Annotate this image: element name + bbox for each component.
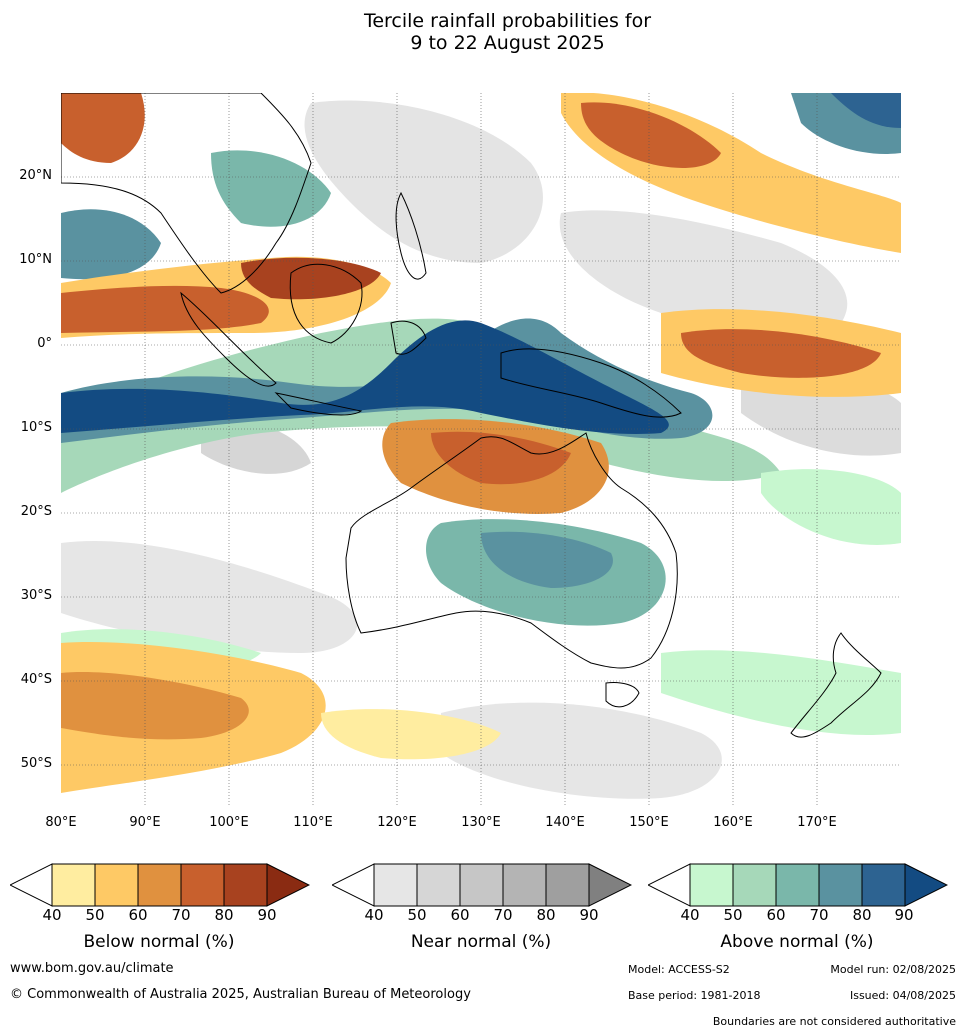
website-link[interactable]: www.bom.gov.au/climate	[10, 961, 174, 976]
near-normal-regions	[61, 100, 901, 799]
above-swatch-90	[904, 863, 949, 907]
near-swatch-50	[416, 863, 461, 907]
below-swatch-70	[180, 863, 225, 907]
near-tick-90: 90	[579, 906, 599, 924]
lon-label-160e: 160°E	[713, 815, 753, 830]
lat-label-10n: 10°N	[19, 252, 52, 267]
below-tick-50: 50	[85, 906, 105, 924]
below-swatch-40	[51, 863, 96, 907]
below-swatch-80	[223, 863, 268, 907]
near-swatch-80	[545, 863, 590, 907]
lat-label-equator: 0°	[37, 336, 52, 351]
below-tick-40: 40	[42, 906, 62, 924]
above-tick-40: 40	[680, 906, 700, 924]
lat-label-20s: 20°S	[20, 504, 52, 519]
title-line-2: 9 to 22 August 2025	[410, 32, 605, 54]
colorbar-near-normal	[330, 863, 633, 911]
lat-label-40s: 40°S	[20, 672, 52, 687]
near-swatch-40	[373, 863, 418, 907]
lon-label-150e: 150°E	[629, 815, 669, 830]
lon-label-120e: 120°E	[377, 815, 417, 830]
title-line-1: Tercile rainfall probabilities for	[363, 10, 652, 32]
above-swatch-70	[818, 863, 863, 907]
boundaries-disclaimer: Boundaries are not considered authoritat…	[712, 1015, 956, 1028]
mainland-asia-coastline	[61, 93, 312, 294]
new-guinea-coastline	[500, 348, 682, 418]
below-normal-title: Below normal (%)	[83, 932, 235, 952]
australia-coastline	[345, 432, 678, 669]
tasmania-coastline	[605, 682, 640, 708]
lon-label-80e: 80°E	[45, 815, 77, 830]
sumatra-coastline	[180, 291, 277, 387]
colorbar-below-normal	[8, 863, 311, 911]
below-swatch-60	[137, 863, 182, 907]
lon-label-100e: 100°E	[209, 815, 249, 830]
java-coastline	[274, 392, 363, 416]
borneo-coastline	[289, 263, 363, 344]
lat-label-50s: 50°S	[20, 756, 52, 771]
base-period: Base period: 1981-2018	[628, 989, 761, 1002]
below-tick-70: 70	[171, 906, 191, 924]
lat-label-30s: 30°S	[20, 588, 52, 603]
model-run-date: Model run: 02/08/2025	[830, 963, 956, 976]
coastlines	[61, 93, 882, 738]
near-swatch-90	[588, 863, 633, 907]
above-normal-title: Above normal (%)	[720, 932, 874, 952]
lon-label-170e: 170°E	[797, 815, 837, 830]
near-tick-80: 80	[536, 906, 556, 924]
near-tick-60: 60	[450, 906, 470, 924]
near-tick-70: 70	[493, 906, 513, 924]
lon-label-130e: 130°E	[461, 815, 501, 830]
new-zealand-coastline	[790, 632, 882, 738]
rainfall-probability-map	[61, 93, 901, 806]
lat-label-20n: 20°N	[19, 168, 52, 183]
colorbar-above-normal	[646, 863, 949, 911]
above-tick-90: 90	[894, 906, 914, 924]
philippines-coastline	[395, 191, 427, 280]
lon-label-90e: 90°E	[129, 815, 161, 830]
issued-date: Issued: 04/08/2025	[849, 989, 956, 1002]
above-swatch-80	[861, 863, 906, 907]
below-swatch-90	[266, 863, 311, 907]
below-tick-90: 90	[257, 906, 277, 924]
below-tick-60: 60	[128, 906, 148, 924]
model-name: Model: ACCESS-S2	[628, 963, 730, 976]
near-tick-50: 50	[407, 906, 427, 924]
above-tick-80: 80	[852, 906, 872, 924]
lon-label-140e: 140°E	[545, 815, 585, 830]
near-swatch-60	[459, 863, 504, 907]
above-tick-50: 50	[723, 906, 743, 924]
above-swatch-60	[775, 863, 820, 907]
near-normal-title: Near normal (%)	[410, 932, 552, 952]
lon-label-110e: 110°E	[293, 815, 333, 830]
near-tick-40: 40	[364, 906, 384, 924]
map-canvas	[61, 93, 901, 806]
above-tick-70: 70	[809, 906, 829, 924]
sulawesi-coastline	[390, 320, 427, 355]
copyright-notice: © Commonwealth of Australia 2025, Austra…	[10, 987, 471, 1002]
below-normal-regions	[61, 93, 901, 793]
above-swatch-40	[689, 863, 734, 907]
below-tick-80: 80	[214, 906, 234, 924]
graticule	[61, 93, 901, 806]
lat-label-10s: 10°S	[20, 420, 52, 435]
above-swatch-50	[732, 863, 777, 907]
near-swatch-70	[502, 863, 547, 907]
above-tick-60: 60	[766, 906, 786, 924]
below-swatch-50	[94, 863, 139, 907]
map-title: Tercile rainfall probabilities for 9 to …	[0, 10, 965, 54]
